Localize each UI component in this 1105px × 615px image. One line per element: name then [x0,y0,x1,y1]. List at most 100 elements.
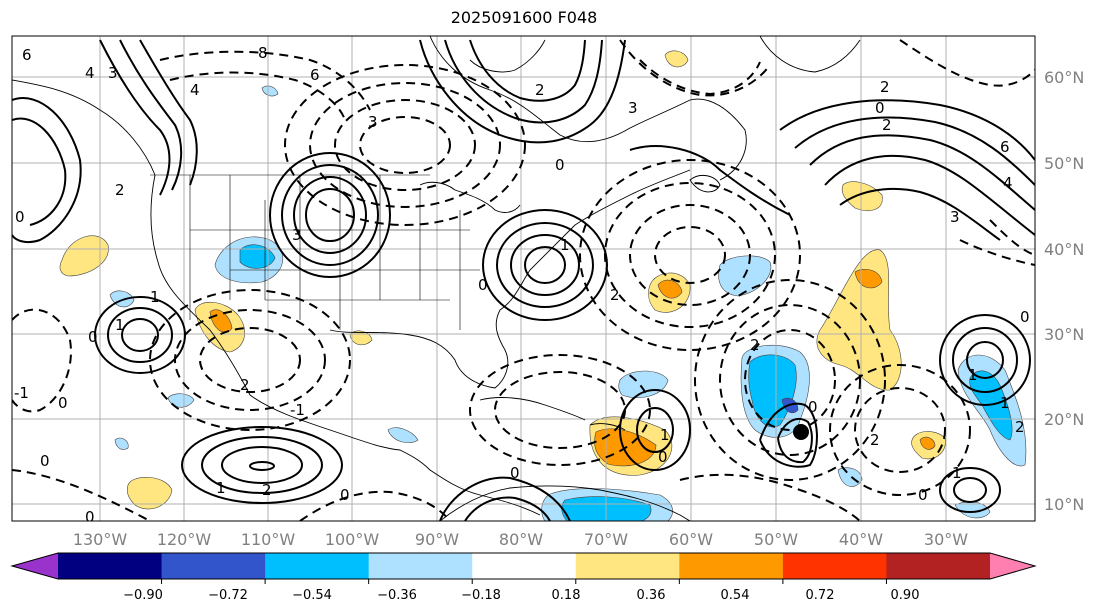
colorbar-segment [782,553,887,579]
shade-blob [919,436,936,450]
colorbar-ticks [161,579,887,584]
contour-label: 0 [658,448,668,466]
lon-label: 40°W [839,530,883,549]
lat-label: 30°N [1044,325,1084,344]
colorbar-labels: −0.90 −0.72 −0.54 −0.36 −0.18 0.18 0.36 … [123,588,919,603]
colorbar-extend-low [12,553,58,579]
contour-line [629,145,791,216]
contour-line [99,39,171,196]
contour-label: -1 [14,384,29,402]
colorbar-label: −0.36 [377,588,417,603]
contour-line [719,304,861,456]
contour-line [694,279,886,481]
lon-label: 70°W [584,530,628,549]
contour-line [281,164,379,266]
contour-line [636,407,674,453]
contour-line [939,467,1001,513]
contour-line [779,99,1035,161]
hudson-bay [469,39,546,73]
contour-line [119,39,183,191]
contour-label: 3 [292,226,302,244]
contour-line [829,364,971,496]
longitude-labels: 130°W 120°W 110°W 100°W 90°W 80°W 70°W 6… [73,530,968,549]
shade-blob [657,279,683,299]
contour-line [293,176,367,254]
map-title: 2025091600 F048 [450,8,598,27]
coastlines [12,36,861,521]
colorbar-segment [679,553,784,579]
lon-label: 60°W [669,530,713,549]
lon-label: 90°W [415,530,459,549]
contour-label: 0 [918,486,928,504]
contour-label: 3 [628,99,638,117]
shade-blob [664,50,689,68]
shade-blob [114,437,129,450]
contour-label: 1 [952,464,962,482]
colorbar-label: −0.18 [461,588,501,603]
contour-label: 1 [660,426,670,444]
contour-line [469,354,651,466]
colorbar-segment [472,553,577,579]
contour-line [359,116,451,174]
shade-blob [387,427,419,443]
contour-label: 0 [340,486,350,504]
contour-label: 4 [85,64,95,82]
contour-line [777,418,813,464]
contour-label: 0 [555,156,565,174]
contour-line [496,222,594,308]
latitude-labels: 60°N 50°N 40°N 30°N 20°N 10°N [1044,68,1084,514]
contour-label: 6 [1000,138,1010,156]
contour-label: 2 [610,286,620,304]
contour-label: 0 [1020,308,1030,326]
contour-line [794,116,1035,186]
great-lakes [419,181,521,213]
colorbar-label: −0.54 [292,588,332,603]
colorbar-segment [265,553,370,579]
contour-line [989,219,1035,256]
contour-line [107,307,173,363]
lat-label: 20°N [1044,410,1084,429]
contour-line [12,97,82,244]
contour-line [939,314,1031,406]
contour-line [444,39,603,124]
colorbar-segment [368,553,473,579]
contour-label: 2 [1015,418,1025,436]
gulf-coast [329,169,691,389]
lon-label: 80°W [499,530,543,549]
contour-line [953,477,987,503]
greenland-coast [759,36,861,73]
contour-label: 0 [15,208,25,226]
contour-line [744,329,836,431]
contour-line [439,476,571,521]
colorbar-label: 0.90 [891,588,920,603]
contour-line [159,50,371,111]
contour-label: 2 [262,481,272,499]
colorbar-label: 0.36 [637,588,666,603]
shade-blob [748,354,797,428]
colorbar-label: 0.54 [721,588,750,603]
lon-label: 30°W [924,530,968,549]
colorbar-label: −0.72 [208,588,248,603]
contour-line [12,117,67,226]
shade-blob [837,467,863,487]
contour-label: 0 [875,99,885,117]
contour-label: 2 [882,116,892,134]
colorbar-segment [58,553,163,579]
contour-line [510,234,580,296]
contour-line [269,152,391,278]
contour-line [899,39,1035,87]
contour-label: 0 [510,464,520,482]
south-america-coast [439,485,691,521]
contour-line [494,371,626,449]
contour-line [221,446,303,484]
lon-label: 130°W [73,530,128,549]
contour-line [679,473,861,521]
lat-label: 40°N [1044,240,1084,259]
cuba-island [479,397,586,421]
shade-blob [816,249,902,391]
colorbar-extend-high [990,553,1035,579]
contour-label: 0 [40,452,50,470]
lat-label: 60°N [1044,68,1084,87]
colorbar-label: 0.72 [806,588,835,603]
contour-line [854,387,946,473]
